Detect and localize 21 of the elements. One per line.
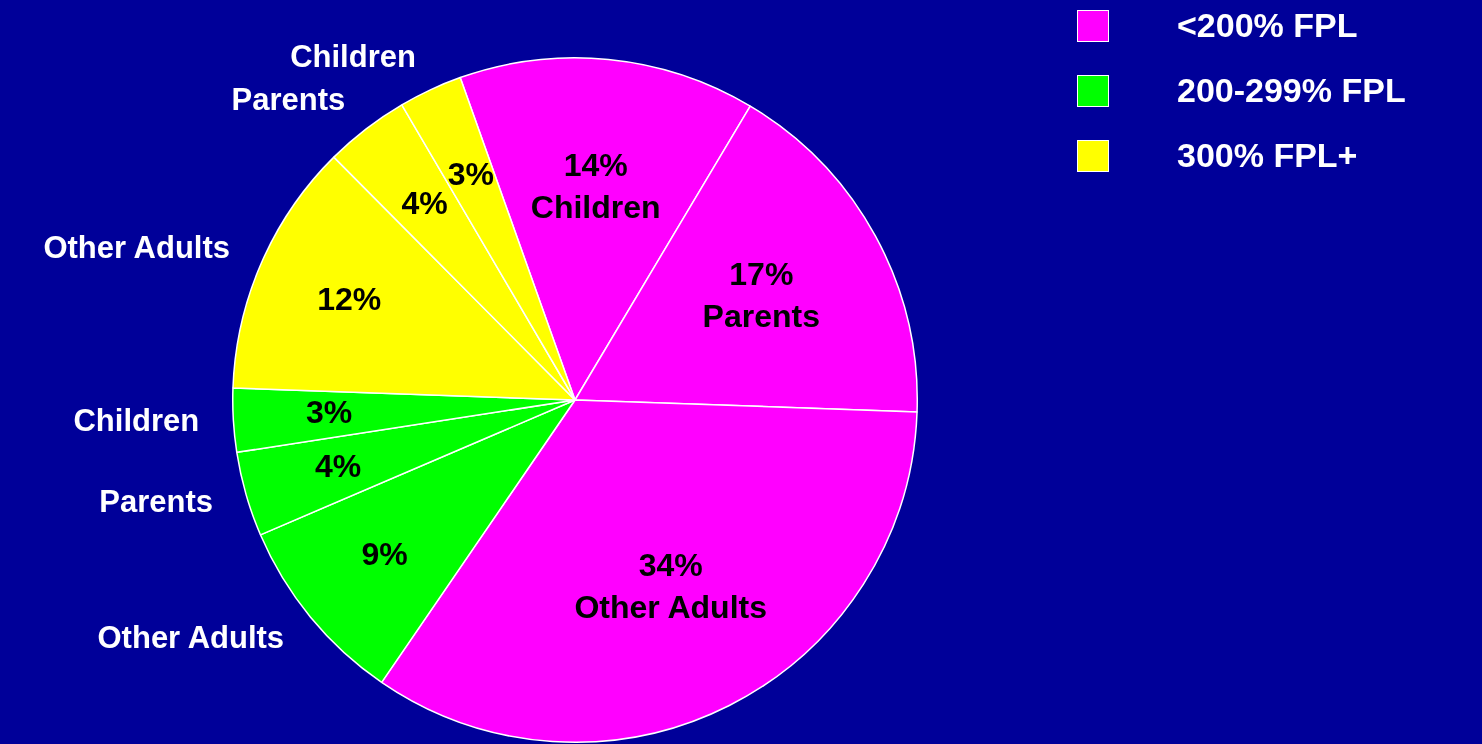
slice-label: Other Adults <box>43 229 231 265</box>
text: 200-299% FPL <box>1177 71 1406 110</box>
slice-label: Parents <box>702 298 820 335</box>
data-label: 34% <box>638 547 703 584</box>
slice-label: Children <box>73 402 200 438</box>
data-label: 3% <box>447 156 494 193</box>
text: 300% FPL+ <box>1177 136 1358 175</box>
slice-label: Other Adults <box>574 589 767 626</box>
data-label: 9% <box>361 536 408 573</box>
slice-label: Parents <box>99 484 214 520</box>
data-label: 3% <box>305 394 353 431</box>
data-label: 14% <box>563 146 628 183</box>
slice-label: Parents <box>231 82 346 118</box>
slice-label: Children <box>290 39 416 75</box>
data-label: 4% <box>401 184 448 221</box>
slice-label: Other Adults <box>97 619 285 655</box>
data-label: 4% <box>315 447 362 484</box>
slice-label: Children <box>530 188 661 225</box>
data-label: 12% <box>317 281 382 318</box>
text: <200% FPL <box>1177 6 1358 45</box>
data-label: 17% <box>729 256 794 293</box>
